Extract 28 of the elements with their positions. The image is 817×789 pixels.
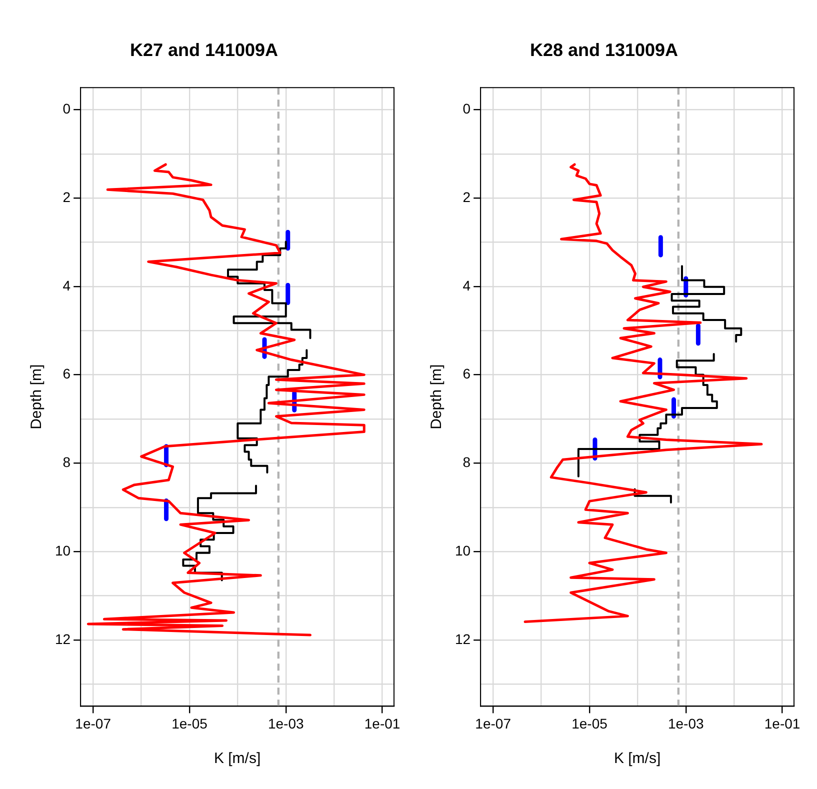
y-tick-label: 12 (54, 630, 71, 647)
y-tick-label: 6 (462, 366, 471, 382)
y-tick-label: 10 (454, 542, 471, 558)
x-tick-label: 1e-07 (475, 715, 512, 732)
chart-title: K27 and 141009A (130, 40, 278, 60)
x-axis-title: K [m/s] (214, 750, 261, 768)
y-tick-label: 2 (462, 188, 471, 205)
x-tick-label: 1e-07 (75, 715, 112, 732)
x-tick-label: 1e-03 (268, 715, 304, 732)
y-tick-label: 8 (462, 454, 471, 470)
y-tick-label: 6 (62, 366, 71, 382)
x-tick-label: 1e-01 (764, 715, 800, 732)
y-tick-label: 12 (454, 630, 471, 647)
y-tick-label: 4 (462, 277, 471, 294)
chart-title: K28 and 131009A (530, 40, 678, 60)
x-axis-title: K [m/s] (614, 750, 661, 768)
x-tick-label: 1e-01 (364, 715, 400, 732)
y-axis-title: Depth [m] (28, 364, 46, 430)
y-tick-label: 10 (54, 542, 71, 558)
x-tick-label: 1e-05 (172, 715, 208, 732)
y-tick-label: 8 (62, 454, 71, 470)
y-tick-label: 0 (62, 100, 71, 117)
y-axis-title: Depth [m] (428, 364, 446, 430)
y-tick-label: 0 (462, 100, 471, 117)
y-tick-label: 2 (62, 188, 71, 205)
x-tick-label: 1e-05 (572, 715, 608, 732)
y-tick-label: 4 (62, 277, 71, 294)
x-tick-label: 1e-03 (668, 715, 704, 732)
